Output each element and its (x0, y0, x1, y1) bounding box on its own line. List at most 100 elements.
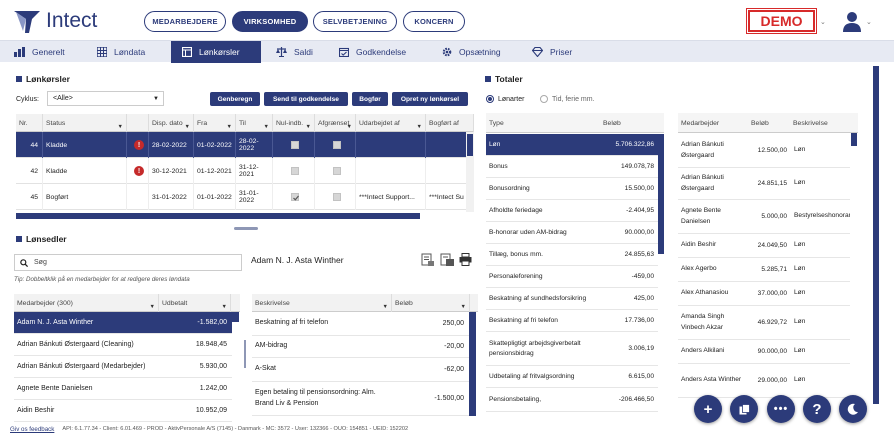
employee-scrollbar-v[interactable] (232, 312, 239, 322)
filter-icon[interactable]: ▼ (460, 304, 466, 310)
detail-row[interactable]: Adrian Bánkuti Østergaard 24.851,15 Løn (678, 168, 850, 200)
user-chevron-down-icon[interactable]: ⌄ (866, 19, 872, 26)
dark-mode-fab-button[interactable] (839, 395, 867, 423)
demo-chevron-down-icon[interactable]: ⌄ (820, 19, 826, 26)
col-header-udbetalt[interactable]: Udbetalt ▼ (159, 294, 231, 312)
more-fab-button[interactable]: ••• (767, 395, 795, 423)
help-fab-button[interactable]: ? (803, 395, 831, 423)
type-row[interactable]: Personaleforening -459,00 (486, 266, 658, 288)
type-row[interactable]: Skattepligtigt arbejdsgiverbetalt pensio… (486, 332, 658, 366)
detail-row[interactable]: Alex Athanasiou 37.000,00 Løn (678, 282, 850, 306)
employee-row[interactable]: Adrian Bánkuti Østergaard (Cleaning) 18.9… (14, 334, 232, 356)
col-header-udarbejdet-af[interactable]: Udarbejdet af ▼ (356, 114, 426, 132)
col-header-nul-indb[interactable]: Nul-indb. ▼ (273, 114, 315, 132)
lonkorsel-row[interactable]: 42 Kladde! 30-12-2021 01-12-2021 31-12-2021 (16, 158, 474, 184)
payslip-export-icon[interactable] (440, 253, 454, 266)
employee-row[interactable]: Aidin Beshir 10.952,09 (14, 400, 232, 422)
payslip-line-row[interactable]: Egen betaling til pensionsordning: Alm. … (252, 382, 469, 416)
nav-item-godkendelse[interactable]: Godkendelse (339, 41, 429, 63)
type-row[interactable]: Udbetaling af fritvalgsordning 6.615,00 (486, 366, 658, 388)
opret-ny-lonkorsel-button[interactable]: Opret ny lønkørsel (392, 92, 468, 106)
col-header-belob[interactable]: Beløb ▼ (392, 294, 470, 312)
nav-item-lonkorsler[interactable]: Lønkørsler (171, 41, 261, 63)
lonkorsler-scrollbar-v[interactable] (467, 134, 473, 156)
filter-icon[interactable]: ▼ (221, 304, 227, 310)
lines-scrollbar-v[interactable] (469, 312, 476, 416)
radio-lonarter[interactable]: Lønarter (486, 95, 524, 103)
nav-item-opsaetning[interactable]: Opsætning (442, 41, 522, 63)
payslip-line-row[interactable]: AM-bidrag -20,00 (252, 336, 469, 358)
cyklus-select[interactable]: <Alle> ▼ (47, 91, 164, 106)
bogfor-button[interactable]: Bogfør (352, 92, 388, 106)
type-row[interactable]: Tillæg, bonus mm. 24.855,63 (486, 244, 658, 266)
genberegn-button[interactable]: Genberegn (210, 92, 260, 106)
col-header-bogfort-af[interactable]: Bogført af (426, 114, 474, 132)
add-fab-button[interactable]: + (694, 395, 722, 423)
copy-fab-button[interactable] (730, 395, 758, 423)
type-row[interactable]: Beskatning af sundhedsforsikring 425,00 (486, 288, 658, 310)
detail-row[interactable]: Anders Alkilani 90.000,00 Løn (678, 340, 850, 364)
col-header-detail-beskrivelse[interactable]: Beskrivelse (793, 119, 828, 127)
top-tab-selvbetjening[interactable]: SELVBETJENING (313, 11, 397, 32)
detail-row[interactable]: Anders Asta Winther 29.000,00 Løn (678, 364, 850, 398)
col-header-til[interactable]: Til ▼ (236, 114, 273, 132)
col-header-detail-belob[interactable]: Beløb (751, 119, 769, 127)
filter-icon[interactable]: ▼ (263, 124, 269, 130)
top-tab-koncern[interactable]: KONCERN (403, 11, 465, 32)
nav-item-priser[interactable]: Priser (532, 41, 592, 63)
nav-item-saldi[interactable]: Saldi (276, 41, 332, 63)
col-header-type-belob[interactable]: Beløb (603, 119, 621, 127)
detail-row[interactable]: Alex Agerbo 5.285,71 Løn (678, 258, 850, 282)
feedback-link[interactable]: Giv os feedback (10, 425, 55, 433)
employee-row[interactable]: Adrian Bánkuti Østergaard (Medarbejder) 5… (14, 356, 232, 378)
payslip-line-row[interactable]: A-Skat -62,00 (252, 358, 469, 382)
splitter-handle[interactable] (244, 340, 246, 368)
demo-badge[interactable]: DEMO (746, 8, 817, 34)
filter-icon[interactable]: ▼ (416, 124, 422, 130)
top-tab-virksomhed[interactable]: VIRKSOMHED (232, 11, 308, 32)
nav-item-londata[interactable]: Løndata (97, 41, 163, 63)
detail-row[interactable]: Agnete Bente Danielsen 5.000,00 Bestyrelse… (678, 200, 850, 234)
payslip-line-row[interactable]: Beskatning af fri telefon 250,00 (252, 312, 469, 336)
details-scrollbar-v[interactable] (851, 133, 857, 146)
payslip-icon[interactable] (421, 253, 434, 266)
filter-icon[interactable]: ▼ (117, 124, 123, 130)
resize-handle[interactable] (234, 227, 258, 230)
col-header-status[interactable]: Status ▼ (43, 114, 127, 132)
type-row[interactable]: Bonusordning 15.500,00 (486, 178, 658, 200)
col-header-detail-medarbejder[interactable]: Medarbejder (681, 119, 720, 127)
col-header-beskrivelse[interactable]: Beskrivelse ▼ (252, 294, 392, 312)
employee-search-input[interactable]: Søg (14, 254, 242, 271)
nav-item-generelt[interactable]: Generelt (14, 41, 80, 63)
type-row[interactable]: Pensionsbetaling, -206.466,50 (486, 388, 658, 412)
type-row[interactable]: Bonus 149.078,78 (486, 156, 658, 178)
user-avatar-icon[interactable] (842, 10, 862, 32)
detail-row[interactable]: Amanda Singh Vinbech Akzar 46.929,72 Løn (678, 306, 850, 340)
employee-row[interactable]: Agnete Bente Danielsen 1.242,00 (14, 378, 232, 400)
col-header-afgraenset[interactable]: Afgrænset ▼ (315, 114, 356, 132)
type-row[interactable]: Beskatning af fri telefon 17.736,00 (486, 310, 658, 332)
lonkorsel-row[interactable]: 44 Kladde! 28-02-2022 01-02-2022 28-02-2022 (16, 132, 474, 158)
employee-row[interactable]: Adam N. J. Asta Winther -1.582,00 (14, 312, 232, 334)
lonkorsler-scrollbar-h[interactable] (16, 213, 420, 219)
types-scrollbar-v[interactable] (658, 134, 664, 254)
detail-row[interactable]: Aidin Beshir 24.049,50 Løn (678, 234, 850, 258)
printer-icon[interactable] (459, 253, 472, 266)
type-row[interactable]: B-honorar uden AM-bidrag 90.000,00 (486, 222, 658, 244)
filter-icon[interactable]: ▼ (382, 304, 388, 310)
col-header-type[interactable]: Type (489, 119, 504, 127)
col-header-fra[interactable]: Fra ▼ (194, 114, 236, 132)
page-scrollbar-v[interactable] (873, 66, 879, 404)
lonkorsel-row[interactable]: 45 Bogført 31-01-2022 01-01-2022 31-01-2022 *… (16, 184, 474, 210)
col-header-nr[interactable]: Nr. (16, 114, 43, 132)
type-row[interactable]: Løn 5.706.322,86 (486, 134, 658, 156)
send-til-godkendelse-button[interactable]: Send til godkendelse (264, 92, 348, 106)
radio-tid-ferie[interactable]: Tid, ferie mm. (540, 95, 595, 103)
top-tab-medarbejdere[interactable]: MEDARBEJDERE (144, 11, 226, 32)
lonkorsler-scroll-track[interactable] (466, 132, 474, 212)
col-header-medarbejder[interactable]: Medarbejder (300) ▼ (14, 294, 159, 312)
filter-icon[interactable]: ▼ (226, 124, 232, 130)
filter-icon[interactable]: ▼ (149, 304, 155, 310)
filter-icon[interactable]: ▼ (346, 124, 352, 130)
detail-row[interactable]: Adrian Bánkuti Østergaard 12.500,00 Løn (678, 134, 850, 168)
